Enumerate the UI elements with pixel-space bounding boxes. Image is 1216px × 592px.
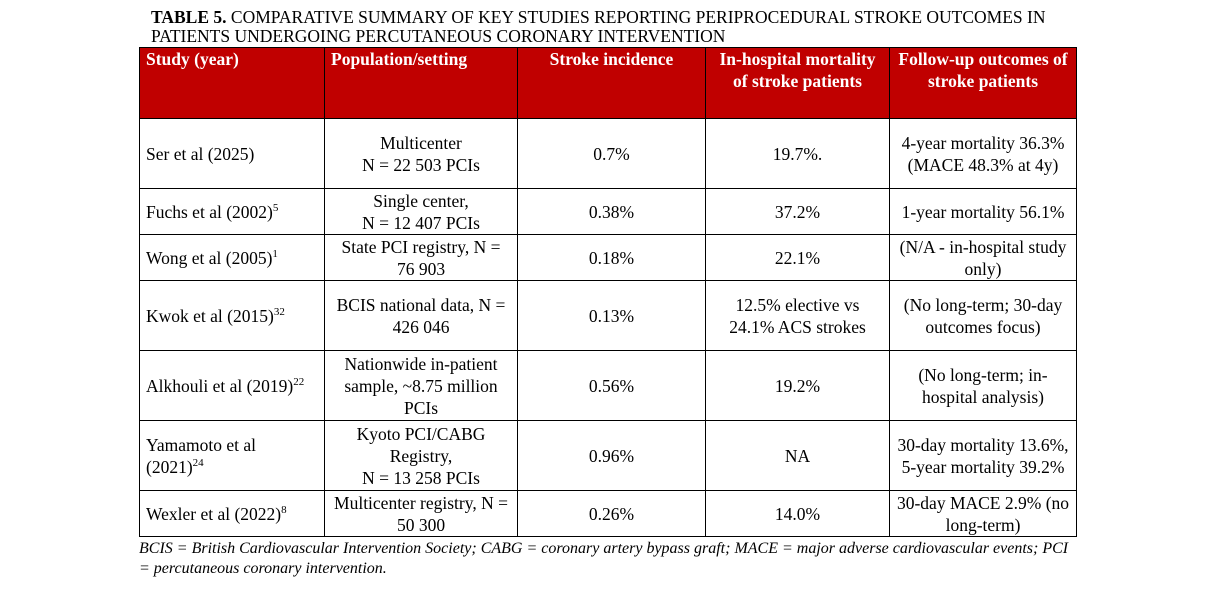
cell-population: BCIS national data, N = 426 046 [324,280,518,351]
table-label: TABLE 5. [151,7,227,27]
study-name: Wong et al (2005) [146,247,273,268]
table-row: Wexler et al (2022)8 Multicenter registry… [139,490,1077,537]
cell-followup: 4-year mortality 36.3% (MACE 48.3% at 4y… [889,118,1077,189]
header-mortality: In-hospital mortality of stroke patients [705,47,890,119]
table-row: Alkhouli et al (2019)22 Nationwide in-pat… [139,350,1077,421]
cell-study: Yamamoto et al (2021)24 [139,420,325,491]
cell-incidence: 0.7% [517,118,706,189]
table-row: Ser et al (2025) Multicenter N = 22 503 P… [139,118,1077,189]
cell-followup: 1-year mortality 56.1% [889,188,1077,235]
cell-incidence: 0.18% [517,234,706,281]
cell-mortality: 37.2% [705,188,890,235]
cell-population: Multicenter N = 22 503 PCIs [324,118,518,189]
cell-followup: 30-day mortality 13.6%, 5-year mortality… [889,420,1077,491]
header-population: Population/setting [324,47,518,119]
cell-study: Wexler et al (2022)8 [139,490,325,537]
table-body: Ser et al (2025) Multicenter N = 22 503 P… [139,118,1077,537]
studies-table: Study (year) Population/setting Stroke i… [139,47,1077,537]
reference-number: 22 [293,375,305,388]
reference-number: 24 [192,456,204,469]
cell-study: Kwok et al (2015)32 [139,280,325,351]
cell-mortality: NA [705,420,890,491]
study-name: Yamamoto et al (2021) [146,434,257,477]
table-row: Yamamoto et al (2021)24 Kyoto PCI/CABG Re… [139,420,1077,491]
reference-number: 5 [272,201,279,214]
cell-incidence: 0.26% [517,490,706,537]
table-figure: TABLE 5. COMPARATIVE SUMMARY OF KEY STUD… [139,8,1077,579]
reference-number: 32 [273,305,285,318]
study-name: Wexler et al (2022) [146,503,282,524]
study-name: Kwok et al (2015) [146,305,274,326]
table-title-text: COMPARATIVE SUMMARY OF KEY STUDIES REPOR… [151,7,1046,46]
cell-followup: (No long-term; 30-day outcomes focus) [889,280,1077,351]
cell-study: Wong et al (2005)1 [139,234,325,281]
cell-mortality: 14.0% [705,490,890,537]
cell-incidence: 0.13% [517,280,706,351]
table-row: Kwok et al (2015)32 BCIS national data, N… [139,280,1077,351]
cell-incidence: 0.96% [517,420,706,491]
header-incidence: Stroke incidence [517,47,706,119]
reference-number: 8 [281,503,287,516]
cell-incidence: 0.56% [517,350,706,421]
cell-population: Multicenter registry, N = 50 300 [324,490,518,537]
cell-population: Single center, N = 12 407 PCIs [324,188,518,235]
cell-followup: 30-day MACE 2.9% (no long-term) [889,490,1077,537]
cell-study: Ser et al (2025) [139,118,325,189]
header-row: Study (year) Population/setting Stroke i… [139,47,1077,119]
table-title: TABLE 5. COMPARATIVE SUMMARY OF KEY STUD… [151,8,1077,46]
cell-incidence: 0.38% [517,188,706,235]
study-name: Fuchs et al (2002) [146,201,273,222]
table-row: Wong et al (2005)1 State PCI registry, N … [139,234,1077,281]
cell-study: Alkhouli et al (2019)22 [139,350,325,421]
cell-mortality: 22.1% [705,234,890,281]
table-row: Fuchs et al (2002)5 Single center, N = 12… [139,188,1077,235]
study-name: Alkhouli et al (2019) [146,375,294,396]
table-footnote: BCIS = British Cardiovascular Interventi… [139,540,1069,577]
header-followup: Follow-up outcomes of stroke patients [889,47,1077,119]
cell-population: Kyoto PCI/CABG Registry, N = 13 258 PCIs [324,420,518,491]
header-study: Study (year) [139,47,325,119]
cell-followup: (N/A - in-hospital study only) [889,234,1077,281]
cell-mortality: 19.2% [705,350,890,421]
cell-mortality: 12.5% elective vs 24.1% ACS strokes [705,280,890,351]
cell-population: State PCI registry, N = 76 903 [324,234,518,281]
cell-followup: (No long-term; in-hospital analysis) [889,350,1077,421]
reference-number: 1 [272,247,278,260]
cell-population: Nationwide in-patient sample, ~8.75 mill… [324,350,518,421]
study-name: Ser et al (2025) [146,143,255,164]
cell-study: Fuchs et al (2002)5 [139,188,325,235]
cell-mortality: 19.7%. [705,118,890,189]
